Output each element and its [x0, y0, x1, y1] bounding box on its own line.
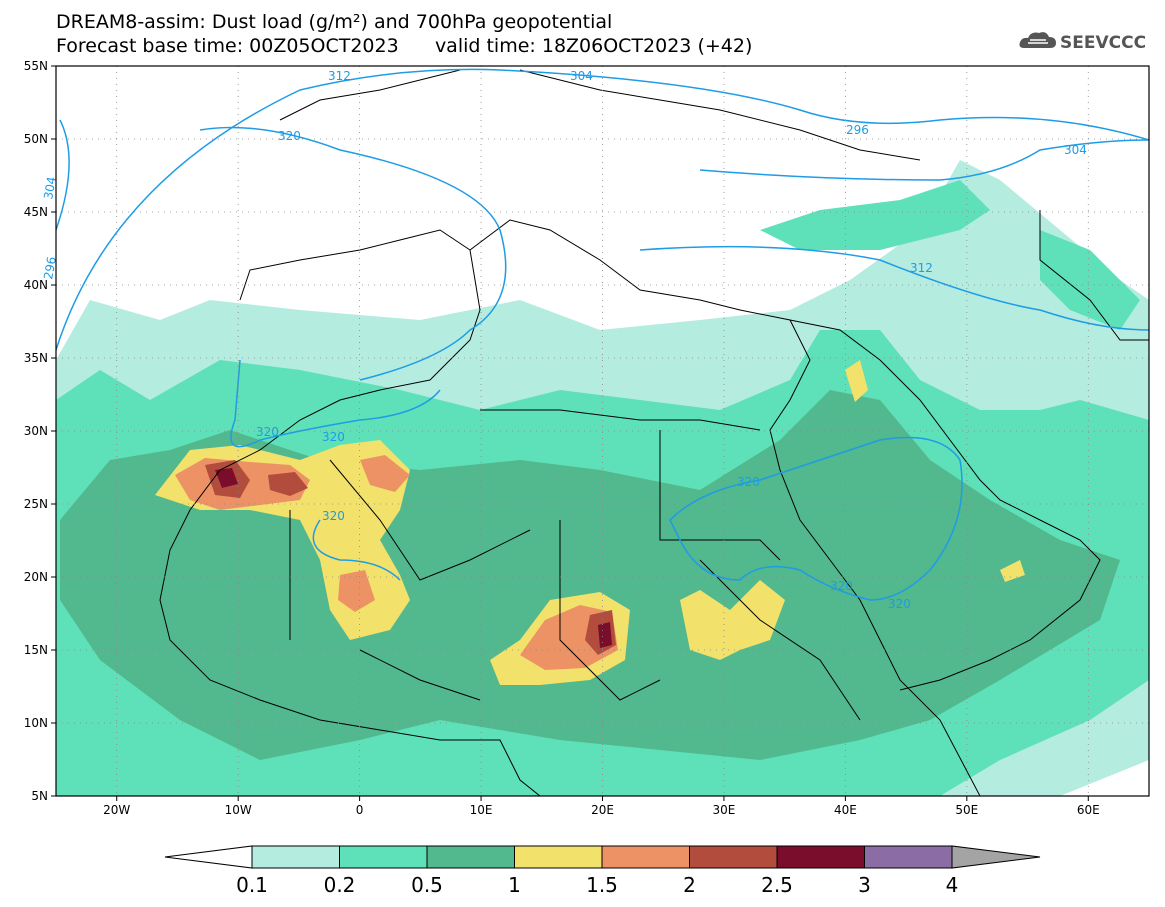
- geopotential-contours: [56, 68, 1149, 601]
- dust-band-0.2-east: [1040, 230, 1140, 330]
- contour-label: 304: [41, 176, 59, 201]
- colorbar-swatch: [601, 845, 690, 869]
- lon-label: 60E: [1077, 803, 1100, 817]
- latitude-labels: 55N 50N 45N 40N 35N 30N 25N 20N 15N 10N …: [24, 59, 48, 803]
- lat-label: 15N: [24, 643, 48, 657]
- lat-label: 10N: [24, 716, 48, 730]
- colorbar-swatch: [689, 845, 778, 869]
- contour-label: 320: [278, 129, 301, 143]
- dust-band-0.2-north: [760, 180, 990, 250]
- colorbar-label: 0.2: [324, 873, 356, 897]
- colorbar-label: 1.5: [586, 873, 618, 897]
- dust-band-2.5: [215, 468, 238, 488]
- lon-label: 40E: [834, 803, 857, 817]
- dust-band-1-oman: [1000, 560, 1025, 582]
- colorbar-swatch: [514, 845, 603, 869]
- contour-label: 304: [1064, 143, 1087, 157]
- contour-label: 320: [888, 597, 911, 611]
- colorbar: [164, 845, 1041, 869]
- colorbar-label: 0.5: [411, 873, 443, 897]
- lat-lon-grid: [56, 66, 1149, 796]
- lon-label: 20W: [103, 803, 130, 817]
- lon-label: 50E: [955, 803, 978, 817]
- lat-label: 30N: [24, 424, 48, 438]
- dust-band-1.5-niger: [338, 570, 375, 612]
- colorbar-under-arrow: [164, 845, 253, 869]
- seevccc-logo: SEEVCCC: [1018, 26, 1150, 56]
- colorbar-label: 4: [946, 873, 959, 897]
- logo-text: SEEVCCC: [1060, 33, 1146, 53]
- dust-band-2b: [268, 472, 308, 496]
- dust-band-1-iraq: [845, 360, 868, 402]
- valid-time: valid time: 18Z06OCT2023 (+42): [434, 35, 753, 57]
- colorbar-over-arrow: [951, 845, 1041, 869]
- lat-label: 45N: [24, 205, 48, 219]
- colorbar-label: 1: [508, 873, 521, 897]
- cloud-icon: SEEVCCC: [1019, 32, 1146, 53]
- axis-ticks: [51, 65, 1089, 801]
- colorbar-label: 2.5: [761, 873, 793, 897]
- contour-label: 296: [41, 256, 59, 281]
- contour-labels: 312 304 296 320 304 312 320 320 320 320 …: [41, 69, 1087, 611]
- longitude-labels: 20W 10W 0 10E 20E 30E 40E 50E 60E: [103, 803, 1100, 817]
- colorbar-label: 3: [858, 873, 871, 897]
- colorbar-swatch: [776, 845, 865, 869]
- lon-label: 10W: [225, 803, 252, 817]
- colorbar-swatch: [251, 845, 340, 869]
- contour-label: 320: [737, 475, 760, 489]
- lat-label: 25N: [24, 497, 48, 511]
- colorbar-label: 2: [683, 873, 696, 897]
- dust-field: [56, 160, 1149, 796]
- colorbar-swatch: [426, 845, 515, 869]
- contour-label: 312: [328, 69, 351, 83]
- lat-label: 50N: [24, 132, 48, 146]
- dust-band-1-sudan: [680, 580, 785, 660]
- map-subtitle: Forecast base time: 00Z05OCT2023 valid t…: [56, 36, 752, 56]
- colorbar-labels: 0.1 0.2 0.5 1 1.5 2 2.5 3 4: [236, 873, 958, 897]
- dust-band-1.5-algeria: [360, 455, 410, 492]
- contour-label: 320: [256, 425, 279, 439]
- contour-label: 320: [322, 509, 345, 523]
- lon-label: 20E: [591, 803, 614, 817]
- contour-label: 320: [322, 430, 345, 444]
- lat-label: 40N: [24, 278, 48, 292]
- lat-label: 35N: [24, 351, 48, 365]
- lat-label: 5N: [31, 789, 48, 803]
- lon-label: 0: [356, 803, 364, 817]
- contour-label: 296: [846, 123, 869, 137]
- contour-label: 304: [570, 69, 593, 83]
- contour-label: 312: [910, 261, 933, 275]
- colorbar-swatch: [339, 845, 428, 869]
- dust-band-2.5-chad: [598, 622, 612, 648]
- base-time: Forecast base time: 00Z05OCT2023: [56, 35, 399, 57]
- lon-label: 30E: [713, 803, 736, 817]
- lat-label: 20N: [24, 570, 48, 584]
- contour-label: 320: [830, 579, 853, 593]
- colorbar-label: 0.1: [236, 873, 268, 897]
- map-title: DREAM8-assim: Dust load (g/m²) and 700hP…: [56, 11, 613, 33]
- colorbar-swatch: [864, 845, 953, 869]
- lon-label: 10E: [470, 803, 493, 817]
- lat-label: 55N: [24, 59, 48, 73]
